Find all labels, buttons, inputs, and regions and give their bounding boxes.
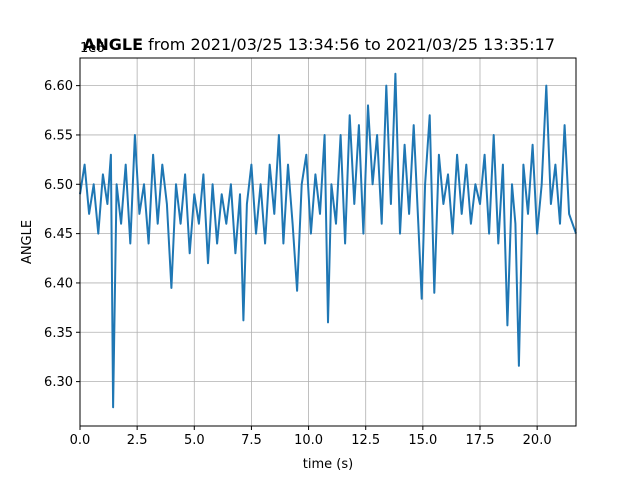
chart-title-bold: ANGLE xyxy=(83,35,143,54)
y-axis-label: ANGLE xyxy=(20,220,35,264)
y-axis: 6.30 6.35 6.40 6.45 6.50 6.55 6.60 xyxy=(44,79,80,390)
grid xyxy=(79,58,576,426)
x-axis: 0.0 2.5 5.0 7.5 10.0 12.5 15.0 17.5 20.0 xyxy=(70,426,552,448)
chart-title-rest: from 2021/03/25 13:34:56 to 2021/03/25 1… xyxy=(143,35,555,54)
x-tick-label: 0.0 xyxy=(70,433,91,448)
series-line xyxy=(79,72,577,409)
y-tick-label: 6.40 xyxy=(44,276,73,291)
x-tick-label: 15.0 xyxy=(408,433,437,448)
y-tick-label: 6.55 xyxy=(44,128,73,143)
y-tick-label: 6.30 xyxy=(44,375,73,390)
y-tick-label: 6.35 xyxy=(44,326,73,341)
x-tick-label: 2.5 xyxy=(127,433,148,448)
plot-frame xyxy=(79,57,577,427)
y-tick-label: 6.45 xyxy=(44,227,73,242)
x-tick-label: 10.0 xyxy=(294,433,323,448)
y-offset-label: 1e6 xyxy=(80,41,105,56)
y-tick-label: 6.50 xyxy=(44,178,73,193)
x-tick-label: 17.5 xyxy=(466,433,495,448)
x-axis-label: time (s) xyxy=(303,457,353,472)
x-tick-label: 7.5 xyxy=(241,433,262,448)
y-tick-label: 6.60 xyxy=(44,79,73,94)
x-tick-label: 5.0 xyxy=(184,433,205,448)
chart-title: ANGLE from 2021/03/25 13:34:56 to 2021/0… xyxy=(83,35,555,54)
x-tick-label: 12.5 xyxy=(351,433,380,448)
x-tick-label: 20.0 xyxy=(523,433,552,448)
